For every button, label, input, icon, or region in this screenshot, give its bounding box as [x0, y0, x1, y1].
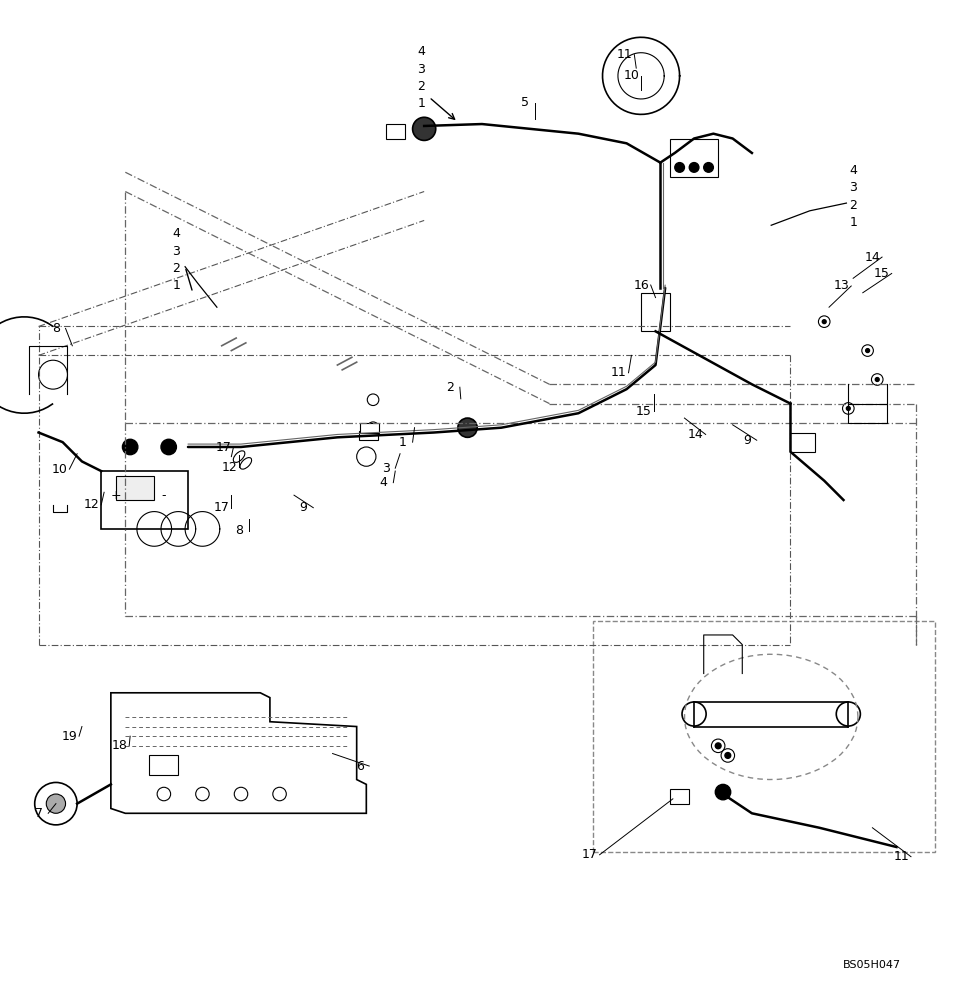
FancyBboxPatch shape [641, 293, 670, 331]
Text: 2: 2 [173, 262, 180, 275]
Text: 4: 4 [849, 164, 857, 177]
Circle shape [413, 117, 436, 140]
Text: 1: 1 [399, 436, 407, 449]
Circle shape [234, 787, 248, 801]
Text: 6: 6 [356, 760, 363, 773]
Circle shape [367, 394, 379, 406]
Circle shape [721, 749, 735, 762]
Ellipse shape [683, 702, 706, 726]
Text: 14: 14 [865, 251, 880, 264]
Text: 10: 10 [624, 69, 639, 82]
Circle shape [157, 787, 171, 801]
Text: 2: 2 [849, 199, 857, 212]
Polygon shape [111, 693, 366, 813]
Circle shape [458, 418, 477, 437]
Circle shape [711, 739, 725, 753]
Text: 14: 14 [688, 428, 704, 441]
Text: 15: 15 [874, 267, 890, 280]
Text: 8: 8 [235, 524, 243, 537]
Circle shape [161, 439, 176, 455]
Text: 18: 18 [112, 739, 127, 752]
Circle shape [361, 451, 372, 462]
Text: 11: 11 [894, 850, 909, 863]
Circle shape [35, 782, 77, 825]
Text: 5: 5 [522, 96, 529, 109]
Text: 4: 4 [173, 227, 180, 240]
Text: 3: 3 [382, 462, 389, 475]
Circle shape [866, 349, 870, 353]
Circle shape [122, 439, 138, 455]
FancyBboxPatch shape [101, 471, 188, 529]
FancyBboxPatch shape [149, 755, 178, 775]
Circle shape [871, 374, 883, 385]
FancyBboxPatch shape [670, 138, 718, 177]
Text: 4: 4 [417, 45, 425, 58]
Ellipse shape [233, 451, 245, 462]
Text: 16: 16 [633, 279, 649, 292]
Circle shape [822, 320, 826, 324]
Ellipse shape [837, 702, 860, 726]
Circle shape [196, 787, 209, 801]
Text: 11: 11 [617, 48, 632, 61]
Circle shape [846, 406, 850, 410]
Text: 10: 10 [52, 463, 67, 476]
Polygon shape [386, 124, 405, 138]
Circle shape [357, 447, 376, 466]
Circle shape [715, 784, 731, 800]
Text: 9: 9 [743, 434, 751, 447]
Text: 8: 8 [52, 322, 60, 335]
Ellipse shape [240, 458, 252, 469]
Text: 1: 1 [173, 279, 180, 292]
FancyBboxPatch shape [790, 433, 815, 452]
Text: 13: 13 [834, 279, 849, 292]
Text: 9: 9 [300, 501, 308, 514]
Text: 17: 17 [216, 441, 231, 454]
FancyBboxPatch shape [116, 476, 154, 500]
Text: 3: 3 [849, 181, 857, 194]
Text: 2: 2 [446, 381, 454, 394]
Circle shape [367, 422, 379, 433]
Text: 3: 3 [417, 63, 425, 76]
Circle shape [39, 360, 67, 389]
Text: 11: 11 [611, 366, 627, 379]
Text: 17: 17 [214, 501, 229, 514]
Circle shape [715, 743, 721, 749]
FancyBboxPatch shape [670, 789, 689, 804]
Text: 2: 2 [417, 80, 425, 93]
Text: 1: 1 [417, 97, 425, 110]
Text: 12: 12 [222, 461, 237, 474]
Text: 12: 12 [84, 498, 99, 511]
Text: 4: 4 [380, 476, 388, 489]
Text: -: - [162, 489, 166, 502]
Circle shape [704, 163, 713, 172]
Circle shape [46, 794, 66, 813]
Circle shape [862, 345, 873, 356]
Text: 15: 15 [636, 405, 652, 418]
Circle shape [675, 163, 684, 172]
Text: 7: 7 [35, 807, 42, 820]
FancyBboxPatch shape [359, 431, 378, 440]
Circle shape [725, 753, 731, 758]
Text: BS05H047: BS05H047 [844, 960, 901, 970]
Circle shape [875, 378, 879, 381]
FancyBboxPatch shape [360, 423, 379, 433]
Text: 19: 19 [62, 730, 77, 743]
Circle shape [689, 163, 699, 172]
Circle shape [273, 787, 286, 801]
Circle shape [843, 403, 854, 414]
Text: 17: 17 [582, 848, 598, 861]
Circle shape [818, 316, 830, 327]
Text: 3: 3 [173, 245, 180, 258]
Text: +: + [110, 489, 121, 502]
Text: 1: 1 [849, 216, 857, 229]
